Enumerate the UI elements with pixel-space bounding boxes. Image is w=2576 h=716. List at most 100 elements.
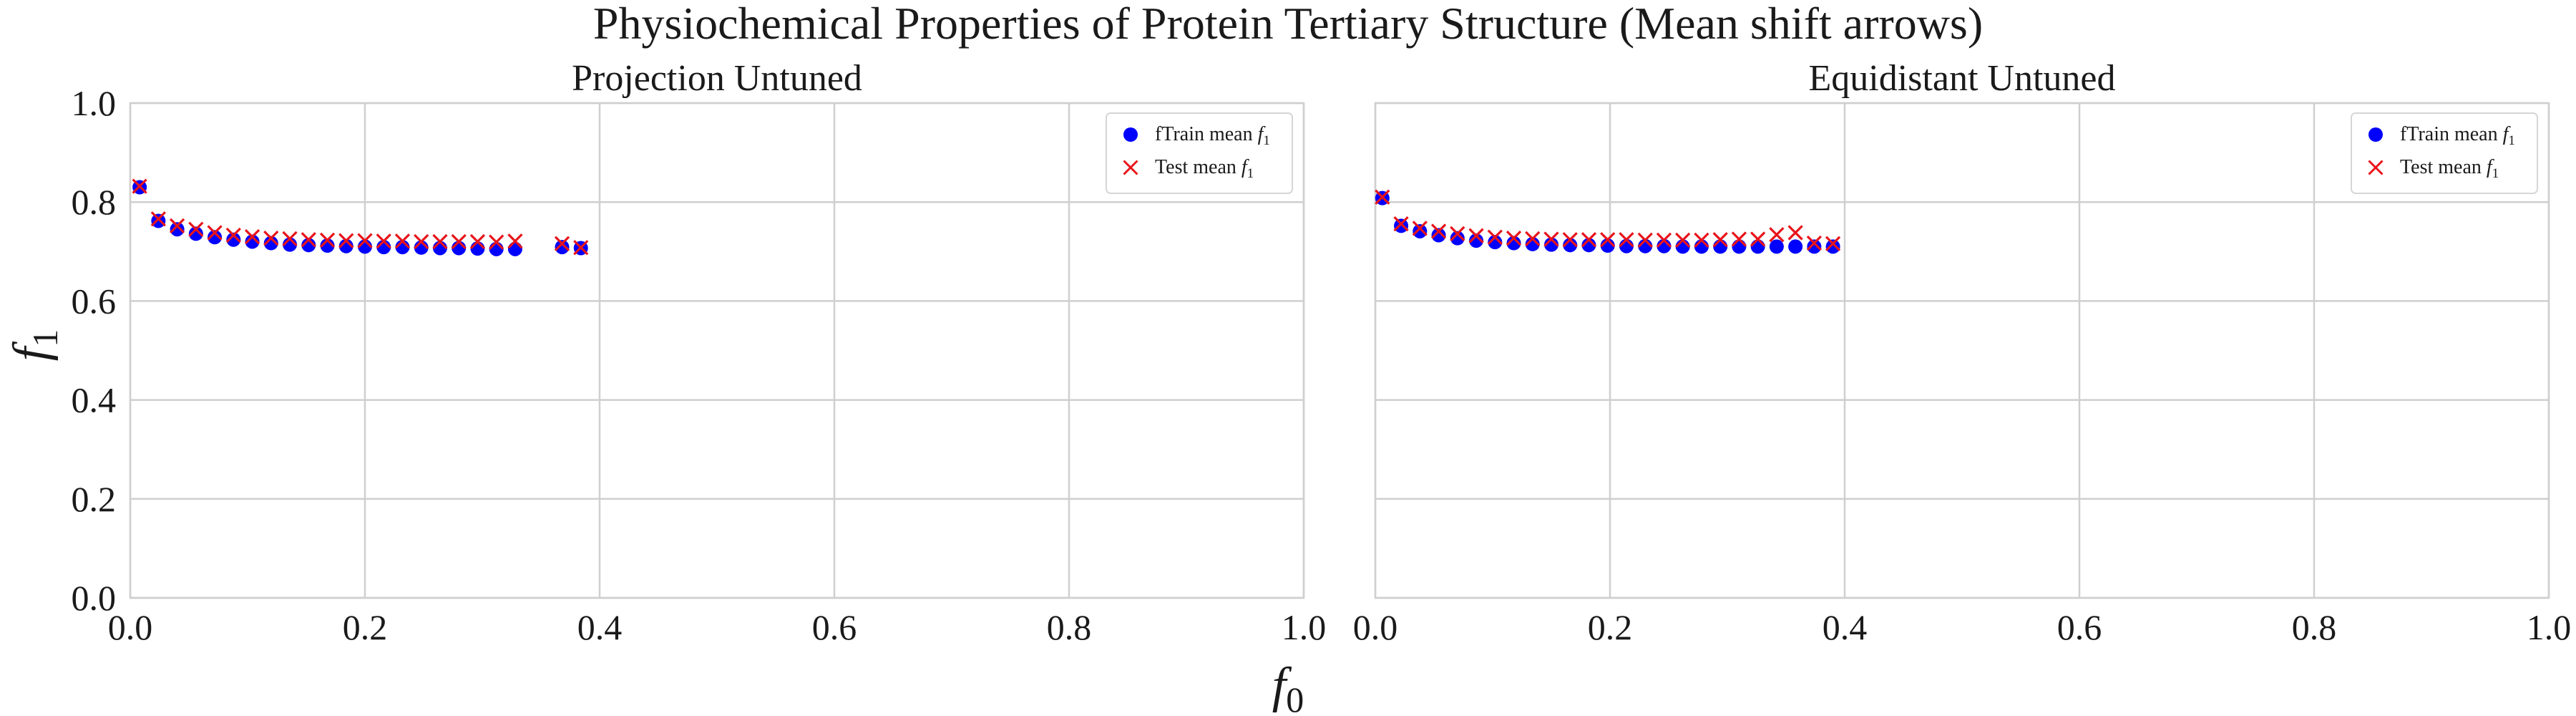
legend: fTrain mean f1 Test mean f1 — [2351, 112, 2538, 194]
test-mean-point — [573, 240, 589, 256]
test-mean-point — [1619, 232, 1634, 248]
test-mean-point — [414, 233, 429, 250]
test-mean-point — [301, 232, 316, 248]
train-mean-point — [338, 238, 353, 253]
plot-frame — [1374, 102, 2550, 599]
test-mean-point — [1712, 232, 1728, 248]
test-mean-series — [1375, 189, 1841, 251]
test-mean-point — [1750, 231, 1766, 247]
test-mean-point — [1506, 231, 1522, 246]
y-tick-label: 0.8 — [72, 182, 117, 222]
train-mean-point — [1525, 236, 1540, 251]
y-axis-label-sub: 1 — [25, 329, 65, 347]
x-tick-label: 0.4 — [1823, 607, 1868, 647]
x-tick-label: 0.4 — [577, 607, 623, 647]
train-mean-point — [1713, 239, 1728, 254]
x-tick-label: 0.8 — [2292, 607, 2337, 647]
test-mean-point — [1543, 231, 1559, 247]
x-tick-label: 0.8 — [1047, 607, 1092, 647]
train-mean-point — [301, 238, 316, 253]
legend-box — [2351, 112, 2538, 194]
x-tick-label: 0.2 — [343, 607, 388, 647]
y-tick-label: 0.0 — [72, 578, 117, 618]
test-mean-point — [1581, 232, 1597, 248]
panel-title: Equidistant Untuned — [1809, 58, 2116, 99]
train-mean-point — [226, 232, 241, 247]
train-mean-point — [245, 234, 260, 249]
legend-label: Test mean f1 — [1155, 156, 1254, 181]
test-mean-point — [282, 231, 298, 246]
train-mean-point — [1544, 237, 1558, 252]
train-mean-point — [170, 222, 185, 237]
x-tick-label: 0.6 — [812, 607, 857, 647]
test-mean-point — [1806, 235, 1822, 251]
y-tick-label: 0.4 — [72, 380, 117, 420]
train-mean-point — [1750, 239, 1765, 254]
panel-projection-untuned: Projection Untuned 0.0 0.2 0.4 0.6 0.8 1.0 0.0 0… — [72, 58, 1327, 647]
test-mean-point — [469, 233, 486, 250]
x-tick-label: 1.0 — [2527, 607, 2572, 647]
test-mean-point — [1600, 232, 1616, 248]
train-mean-point — [507, 241, 522, 256]
test-mean-point — [1769, 227, 1785, 243]
test-mean-point — [1430, 223, 1447, 239]
test-mean-point — [451, 233, 467, 250]
test-mean-point — [1675, 232, 1691, 248]
x-tick-label: 0.0 — [1353, 607, 1398, 647]
test-mean-point — [1468, 228, 1484, 243]
train-mean-point — [470, 241, 485, 256]
test-mean-point — [1375, 189, 1390, 205]
test-mean-point — [188, 221, 204, 237]
y-axis-label: f1 — [4, 329, 65, 361]
x-tick-label: 0.2 — [1588, 607, 1633, 647]
train-mean-point — [1825, 239, 1840, 254]
train-mean-point — [263, 236, 278, 251]
y-tick-label: 0.6 — [72, 281, 117, 321]
test-mean-point — [1393, 216, 1409, 232]
train-mean-point — [1581, 238, 1596, 253]
test-mean-point — [432, 233, 448, 250]
test-mean-point — [1637, 232, 1653, 248]
train-mean-point — [151, 213, 166, 228]
train-mean-point — [489, 241, 504, 256]
legend-label: fTrain mean f1 — [2400, 123, 2515, 148]
train-mean-point — [188, 226, 203, 241]
test-mean-point — [1731, 231, 1747, 247]
test-mean-point — [1656, 232, 1672, 248]
test-mean-point — [1525, 231, 1541, 246]
train-mean-point — [208, 230, 223, 245]
test-mean-point — [207, 225, 223, 241]
test-mean-point — [554, 236, 570, 251]
legend-train-marker — [2368, 127, 2383, 142]
legend: fTrain mean f1 Test mean f1 — [1106, 112, 1293, 194]
y-tick-label: 1.0 — [72, 83, 117, 123]
test-mean-point — [263, 231, 279, 246]
train-mean-point — [1431, 228, 1446, 243]
test-mean-point — [319, 232, 336, 248]
y-tick-label: 0.2 — [72, 479, 117, 519]
legend-train-marker — [1123, 127, 1138, 142]
test-mean-point — [376, 233, 391, 249]
x-tick-label: 0.0 — [108, 607, 153, 647]
plot-frame — [129, 102, 1305, 599]
train-mean-point — [1788, 239, 1803, 254]
train-mean-point — [1807, 239, 1822, 254]
train-mean-point — [1769, 239, 1784, 254]
test-mean-point — [357, 233, 373, 248]
legend-box — [1106, 112, 1293, 194]
test-mean-point — [338, 233, 354, 248]
train-mean-point — [555, 240, 570, 255]
test-mean-series — [132, 178, 589, 256]
train-mean-point — [1394, 218, 1409, 233]
train-mean-point — [320, 238, 335, 253]
test-mean-point — [1412, 221, 1428, 236]
x-axis-label-sub: 0 — [1286, 679, 1304, 716]
legend-label: fTrain mean f1 — [1155, 123, 1270, 148]
train-mean-point — [1506, 236, 1521, 251]
test-mean-point — [225, 227, 241, 243]
test-mean-point — [132, 178, 147, 194]
x-tick-label: 0.6 — [2057, 607, 2102, 647]
legend-label: Test mean f1 — [2400, 156, 2499, 181]
legend-test-marker — [1123, 160, 1138, 175]
